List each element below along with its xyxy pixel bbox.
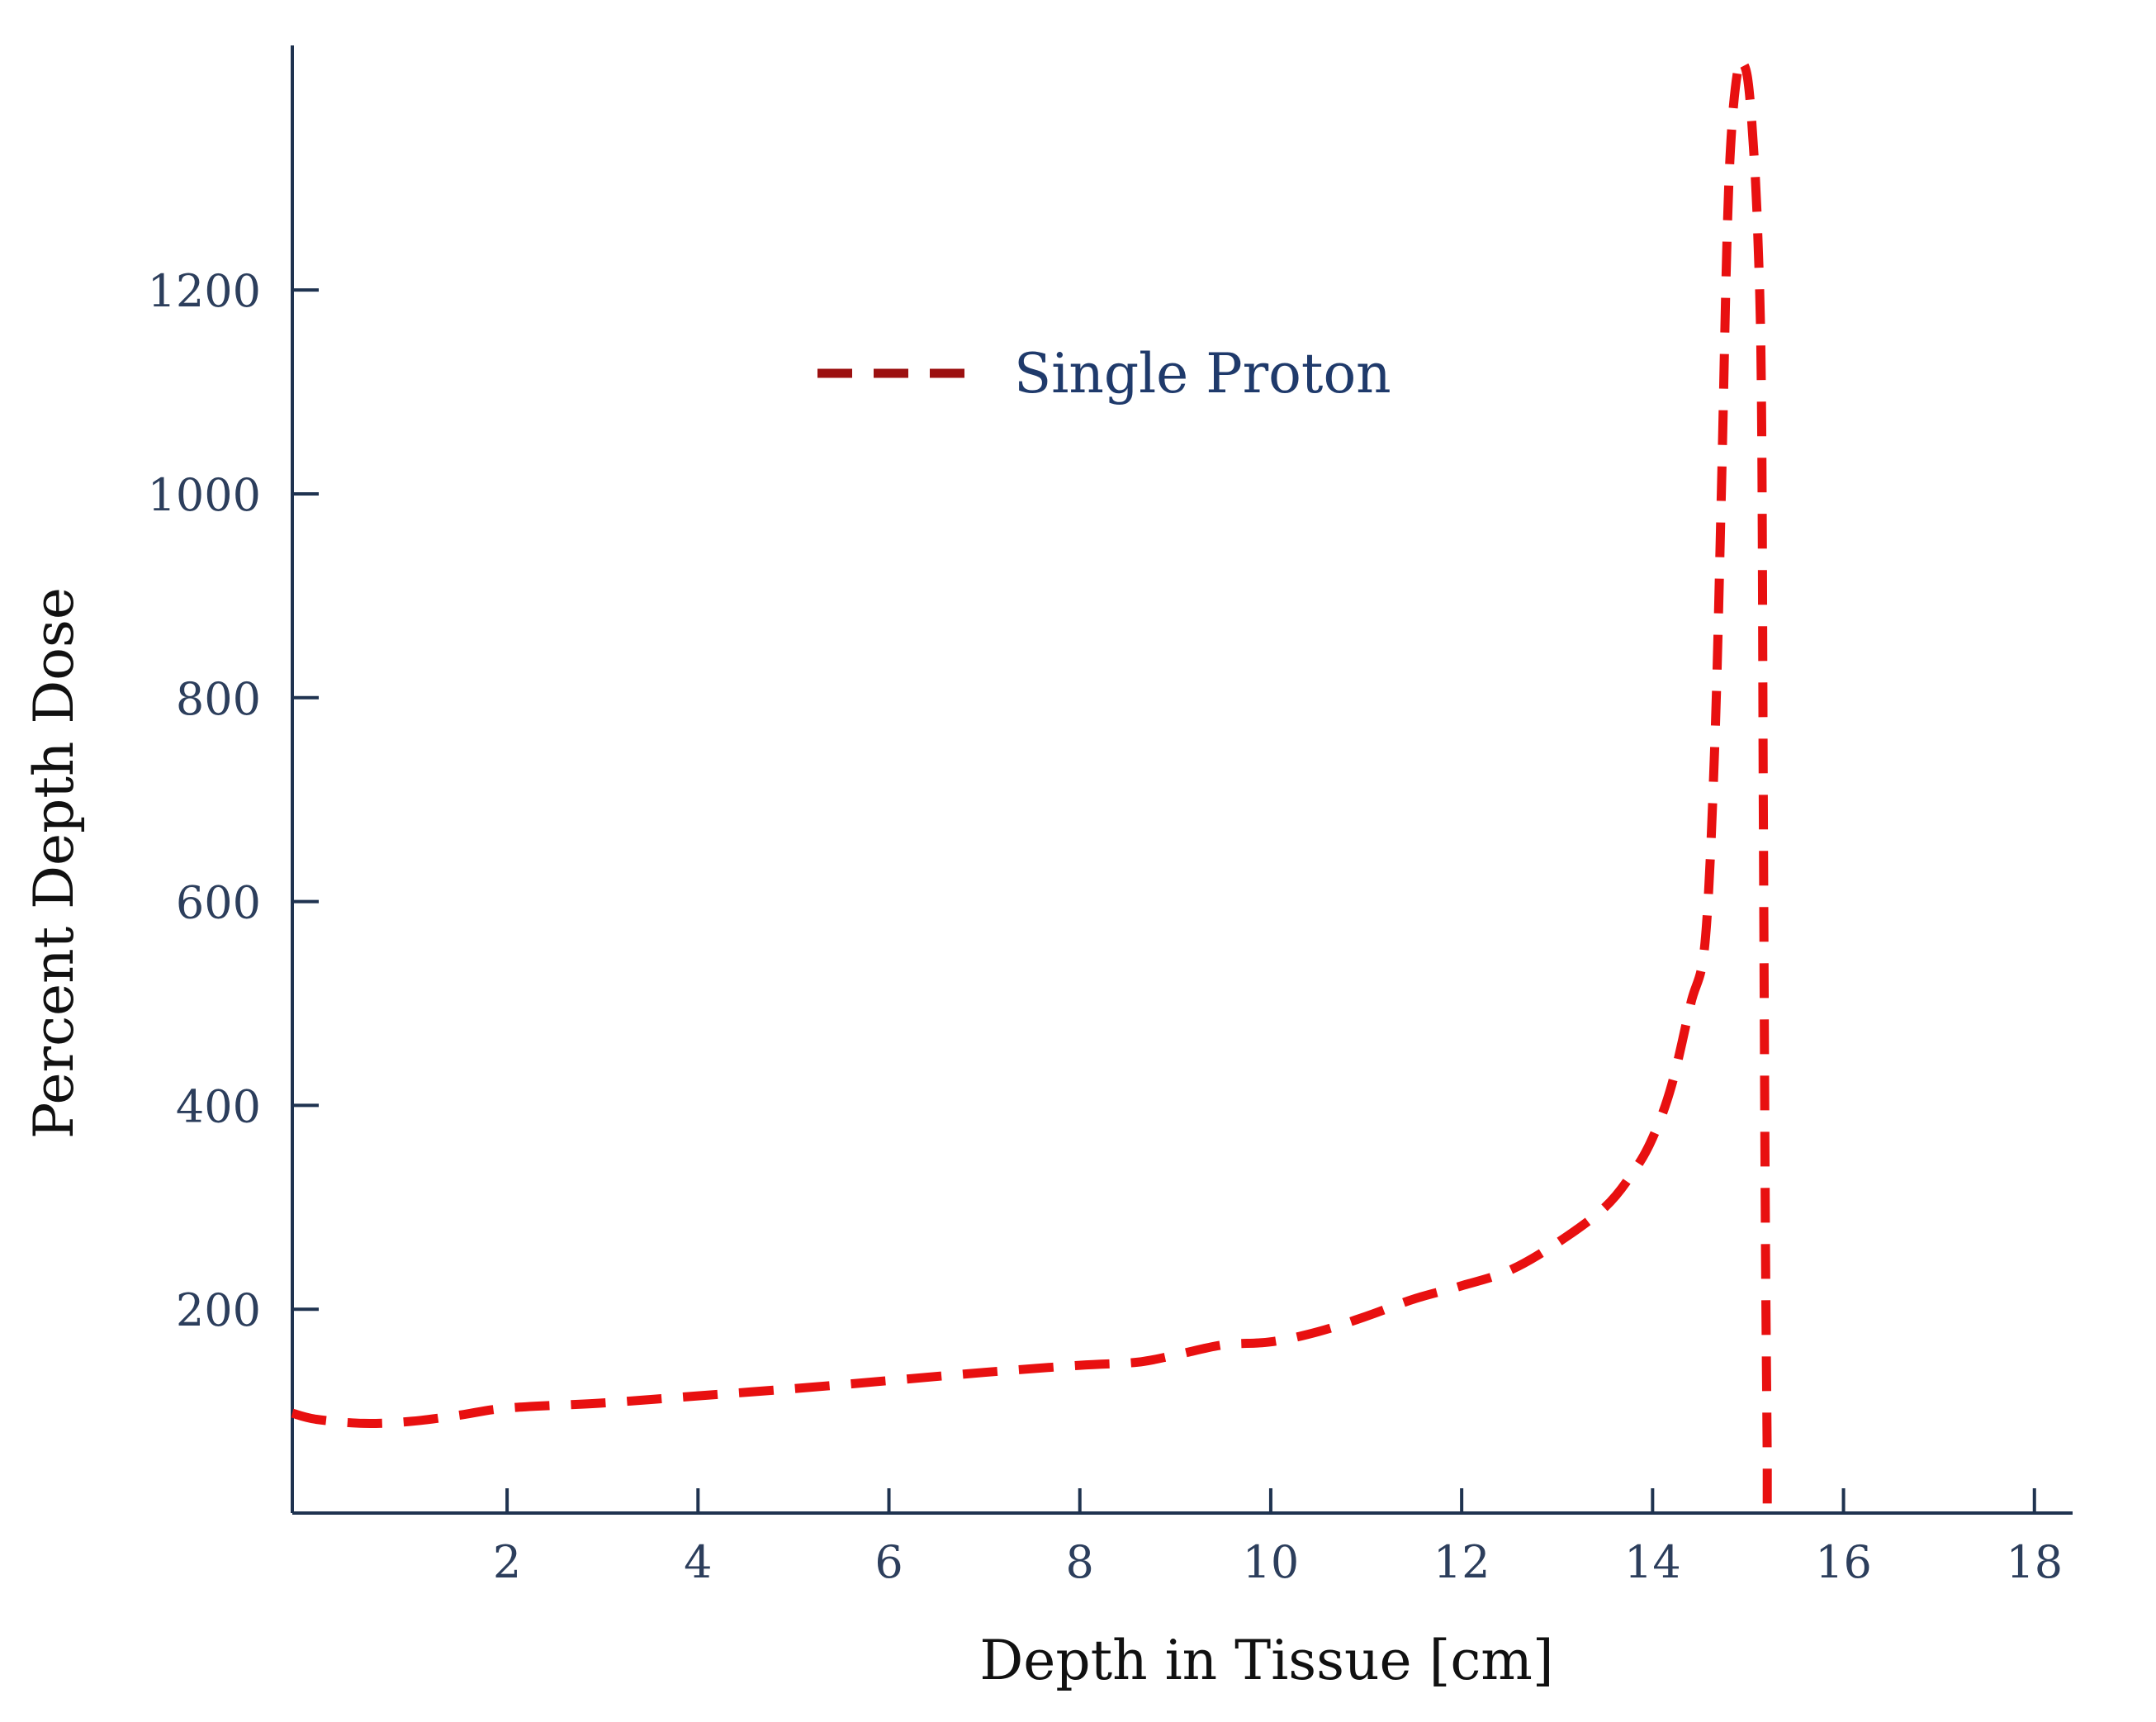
series-line-single-proton [291, 55, 1772, 1514]
y-tick-label: 1200 [148, 265, 261, 317]
legend: Single Proton [817, 342, 1391, 406]
x-tick-label: 18 [2006, 1536, 2063, 1588]
legend-label-single-proton: Single Proton [1014, 342, 1391, 406]
y-tick-label: 200 [176, 1284, 261, 1336]
y-axis-title: Percent Depth Dose [22, 587, 86, 1139]
x-tick-label: 16 [1815, 1536, 1872, 1588]
y-ticks: 200 400 600 800 1000 1200 [148, 265, 319, 1336]
plot-series [291, 55, 1772, 1514]
x-ticks: 2 4 6 8 10 12 14 16 18 [493, 1488, 2063, 1588]
x-tick-label: 2 [493, 1536, 521, 1588]
y-tick-label: 800 [176, 673, 261, 725]
x-tick-label: 4 [684, 1536, 712, 1588]
y-tick-label: 1000 [148, 469, 261, 521]
x-tick-label: 14 [1624, 1536, 1681, 1588]
x-tick-label: 8 [1066, 1536, 1094, 1588]
y-tick-label: 400 [176, 1080, 261, 1132]
axes [291, 45, 2073, 1515]
x-axis-title: Depth in Tissue [cm] [979, 1629, 1553, 1692]
y-tick-label: 600 [176, 877, 261, 929]
x-tick-label: 12 [1433, 1536, 1490, 1588]
x-tick-label: 6 [874, 1536, 903, 1588]
x-tick-label: 10 [1243, 1536, 1300, 1588]
